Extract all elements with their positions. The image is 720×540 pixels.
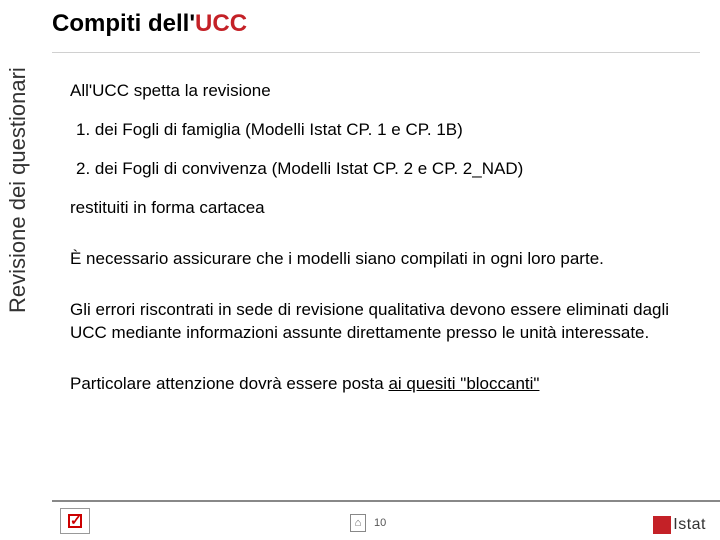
sidebar-label: Revisione dei questionari bbox=[5, 67, 31, 313]
paragraph-attention: Particolare attenzione dovrà essere post… bbox=[70, 373, 690, 396]
intro-line: All'UCC spetta la revisione bbox=[70, 80, 690, 103]
footer-divider bbox=[52, 500, 720, 502]
paragraph-errors: Gli errori riscontrati in sede di revisi… bbox=[70, 299, 690, 345]
title-accent: UCC bbox=[195, 10, 247, 37]
census-logo bbox=[60, 508, 90, 534]
istat-text: Istat bbox=[673, 516, 706, 534]
attention-pre: Particolare attenzione dovrà essere post… bbox=[70, 374, 388, 393]
list-item-2: 2. dei Fogli di convivenza (Modelli Ista… bbox=[70, 158, 690, 181]
page-number: 10 bbox=[374, 517, 386, 529]
content-area: All'UCC spetta la revisione 1. dei Fogli… bbox=[70, 80, 690, 480]
page-number-box: 10 bbox=[350, 514, 386, 532]
attention-underlined: ai quesiti "bloccanti" bbox=[388, 374, 539, 393]
title-divider bbox=[52, 52, 700, 53]
list-item-1: 1. dei Fogli di famiglia (Modelli Istat … bbox=[70, 119, 690, 142]
home-icon bbox=[350, 514, 366, 532]
line-returned: restituiti in forma cartacea bbox=[70, 197, 690, 220]
paragraph-necessary: È necessario assicurare che i modelli si… bbox=[70, 248, 690, 271]
istat-square-icon bbox=[653, 516, 671, 534]
footer: 10 Istat bbox=[0, 500, 720, 540]
checkmark-icon bbox=[68, 514, 82, 528]
title-pre: Compiti dell' bbox=[52, 10, 195, 37]
slide-title: Compiti dell'UCC bbox=[52, 10, 247, 38]
istat-logo: Istat bbox=[653, 516, 706, 534]
